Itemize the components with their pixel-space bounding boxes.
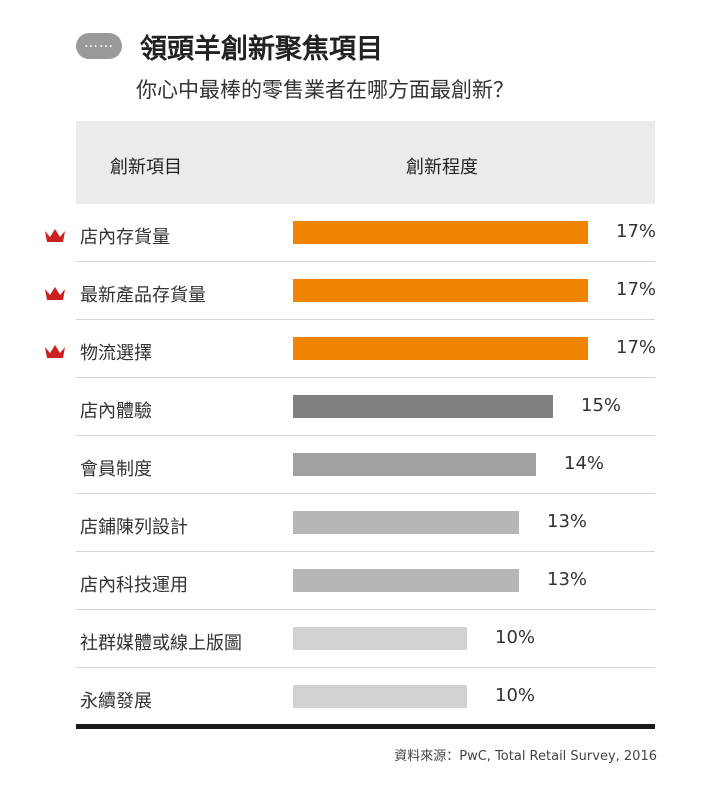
value-label: 13% — [547, 511, 588, 532]
crown-icon — [45, 287, 65, 300]
table-row: 永續發展 10% — [76, 668, 655, 726]
source-note: 資料來源：PwC, Total Retail Survey, 2016 — [394, 749, 657, 764]
category-label: 永續發展 — [80, 691, 152, 712]
bar — [293, 395, 553, 418]
table-row: 最新產品存貨量 17% — [45, 262, 657, 320]
category-label: 店內體驗 — [80, 401, 152, 422]
category-label: 社群媒體或線上版圖 — [80, 633, 242, 654]
row-divider — [76, 261, 655, 262]
crown-icon — [45, 345, 65, 358]
table-header: 創新項目 創新程度 — [76, 121, 655, 204]
table-row: 社群媒體或線上版圖 10% — [76, 610, 655, 668]
column-header-item: 創新項目 — [110, 157, 182, 178]
bar — [293, 337, 588, 360]
dots-badge: …… — [76, 33, 122, 59]
category-label: 最新產品存貨量 — [80, 285, 206, 306]
table-row: 店鋪陳列設計 13% — [76, 494, 655, 552]
table-row: 會員制度 14% — [76, 436, 655, 494]
bar — [293, 221, 588, 244]
value-label: 17% — [616, 221, 657, 242]
table-row: 物流選擇 17% — [45, 320, 657, 378]
table-row: 店內體驗 15% — [76, 378, 655, 436]
category-label: 店內科技運用 — [80, 575, 188, 596]
category-label: 物流選擇 — [80, 343, 152, 364]
value-label: 17% — [616, 279, 657, 300]
category-label: 店鋪陳列設計 — [80, 517, 188, 538]
value-label: 13% — [547, 569, 588, 590]
bar — [293, 627, 467, 650]
title-row: …… 領頭羊創新聚焦項目 — [76, 26, 383, 66]
bar — [293, 453, 536, 476]
bar — [293, 685, 467, 708]
row-divider — [76, 493, 655, 494]
crown-icon — [45, 229, 65, 242]
category-label: 會員制度 — [80, 459, 152, 480]
column-header-level: 創新程度 — [406, 157, 478, 178]
row-divider — [76, 551, 655, 552]
category-label: 店內存貨量 — [80, 227, 170, 248]
bar — [293, 279, 588, 302]
value-label: 10% — [495, 685, 536, 706]
bar — [293, 569, 519, 592]
row-divider — [76, 609, 655, 610]
value-label: 14% — [564, 453, 605, 474]
row-divider — [76, 319, 655, 320]
chart-subtitle: 你心中最棒的零售業者在哪方面最創新？ — [136, 78, 514, 102]
bar — [293, 511, 519, 534]
value-label: 17% — [616, 337, 657, 358]
value-label: 15% — [581, 395, 622, 416]
bottom-rule — [76, 724, 655, 729]
value-label: 10% — [495, 627, 536, 648]
row-divider — [76, 435, 655, 436]
table-row: 店內科技運用 13% — [76, 552, 655, 610]
table-row: 店內存貨量 17% — [45, 204, 657, 262]
chart-title: 領頭羊創新聚焦項目 — [140, 33, 383, 65]
row-divider — [76, 667, 655, 668]
row-divider — [76, 377, 655, 378]
